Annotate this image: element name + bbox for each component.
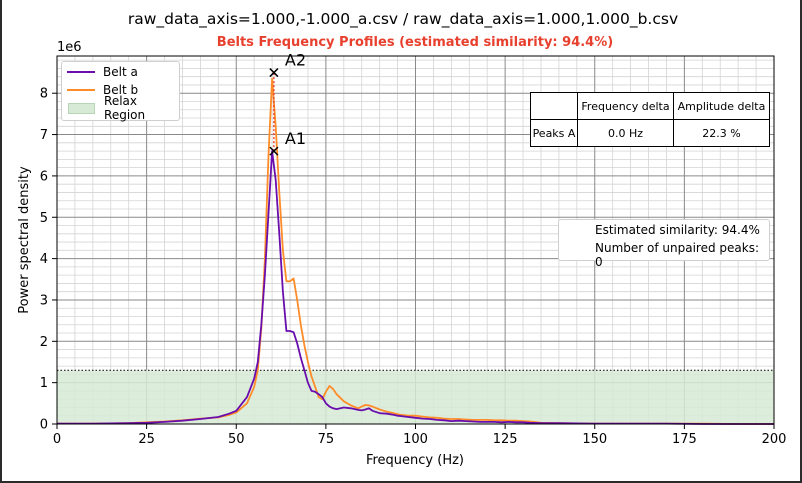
- y-tick-label: 1: [40, 376, 48, 391]
- series-line-belt-a: [57, 150, 774, 425]
- legend-label-belt-a: Belt a: [103, 65, 138, 79]
- peak-marker-stroke: [269, 68, 279, 78]
- peak-label: A1: [285, 129, 306, 148]
- peak-table-row-label: Peaks A: [530, 119, 578, 147]
- series-layer: [57, 77, 774, 425]
- x-tick-label: 25: [138, 432, 155, 447]
- peak-marker: [269, 146, 279, 156]
- y-tick-label: 7: [40, 128, 48, 143]
- peak-table-corner-cell: [530, 92, 578, 120]
- y-tick-label: 0: [40, 418, 48, 433]
- legend-swatch-belt-a: [67, 71, 95, 73]
- similarity-text: Estimated similarity: 94.4%: [595, 223, 760, 237]
- legend-swatch-belt-b: [67, 89, 95, 91]
- unpaired-peaks-text: Number of unpaired peaks: 0: [595, 241, 759, 269]
- y-tick-label: 4: [40, 252, 48, 267]
- legend-label-belt-b: Belt b: [103, 83, 139, 97]
- figure-title: raw_data_axis=1.000,-1.000_a.csv / raw_d…: [128, 10, 678, 29]
- x-tick-label: 75: [318, 432, 335, 447]
- chart-subtitle: Belts Frequency Profiles (estimated simi…: [217, 35, 613, 50]
- tick-layer: 0 25 50 75 100 125 150 175 200 0 1 2 3 4 5 6 7 8: [40, 87, 787, 447]
- peak-comparison-table: Frequency delta Amplitude delta Peaks A …: [530, 92, 770, 147]
- window-edge-left: [0, 0, 2, 483]
- peak-layer: A1 A2: [269, 51, 306, 156]
- window-edge-bottom: [0, 481, 802, 483]
- peak-table-amplitude-delta: 22.3 %: [673, 119, 770, 147]
- y-multiplier-label: 1e6: [57, 40, 82, 55]
- chart-legend: Belt a Belt b Relax Region: [61, 61, 180, 122]
- y-tick-label: 6: [40, 169, 48, 184]
- y-tick-label: 3: [40, 293, 48, 308]
- peak-table-header-frequency: Frequency delta: [577, 92, 674, 120]
- window-edge-right: [800, 0, 802, 483]
- x-tick-label: 125: [493, 432, 518, 447]
- legend-item-belt-b: Belt b: [62, 82, 138, 98]
- x-tick-label: 50: [228, 432, 245, 447]
- x-tick-label: 0: [53, 432, 61, 447]
- y-axis-label: Power spectral density: [17, 166, 32, 314]
- x-tick-label: 175: [672, 432, 697, 447]
- peak-label: A2: [285, 51, 306, 70]
- legend-swatch-relax-region: [68, 102, 96, 114]
- legend-item-belt-a: Belt a: [62, 64, 138, 80]
- x-tick-label: 150: [582, 432, 607, 447]
- peak-table-header-amplitude: Amplitude delta: [673, 92, 770, 120]
- x-axis-label: Frequency (Hz): [366, 453, 464, 468]
- peak-marker-stroke: [269, 146, 279, 156]
- y-tick-label: 8: [40, 87, 48, 102]
- y-tick-label: 5: [40, 211, 48, 226]
- x-tick-label: 200: [762, 432, 787, 447]
- peak-table-row: Peaks A 0.0 Hz 22.3 %: [530, 119, 770, 147]
- y-tick-label: 2: [40, 335, 48, 350]
- peak-table-frequency-delta: 0.0 Hz: [577, 119, 674, 147]
- peak-table-header-row: Frequency delta Amplitude delta: [530, 92, 770, 120]
- similarity-stats-box: Estimated similarity: 94.4% Number of un…: [558, 219, 770, 269]
- legend-label-relax-region: Relax Region: [104, 94, 146, 122]
- legend-item-relax-region: Relax Region: [62, 94, 179, 122]
- peak-marker: [269, 68, 279, 78]
- series-line-belt-b: [57, 77, 774, 425]
- x-tick-label: 100: [403, 432, 428, 447]
